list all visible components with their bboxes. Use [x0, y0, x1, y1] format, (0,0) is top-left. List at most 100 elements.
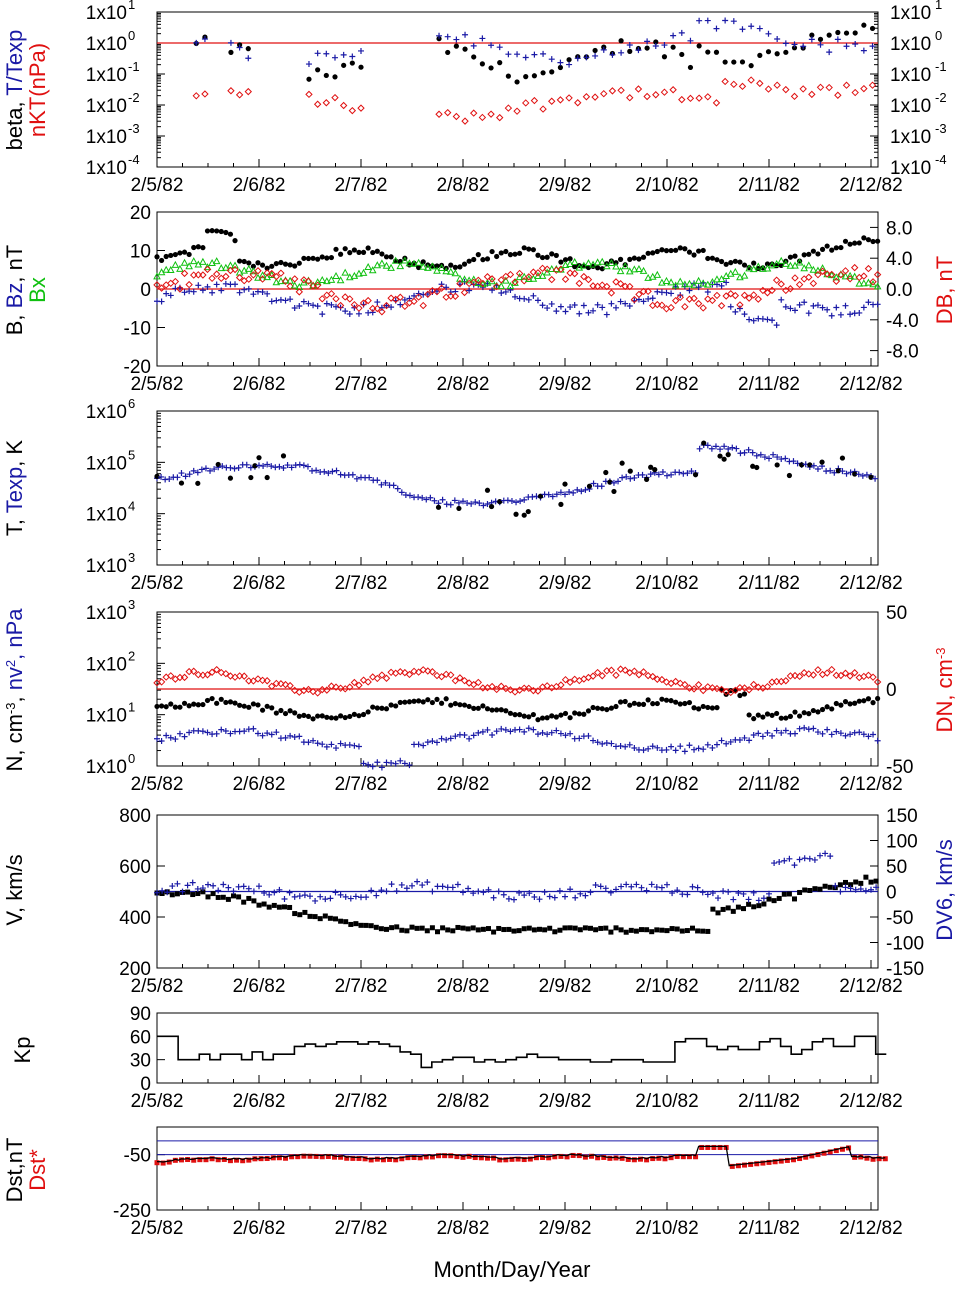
- beta-point: [549, 69, 555, 75]
- texp-point: [782, 455, 789, 462]
- dst-star-point: [283, 1155, 289, 1161]
- bx-point: [658, 278, 666, 286]
- b-magnitude-point: [544, 254, 550, 260]
- dst-star-point: [870, 1156, 876, 1162]
- db-point: [364, 296, 372, 305]
- n-point: [526, 714, 532, 720]
- v-point: [705, 928, 711, 934]
- db-point: [832, 277, 841, 285]
- bz-point: [741, 311, 748, 318]
- db-point: [268, 269, 276, 278]
- db-point: [841, 267, 850, 275]
- nv2-point: [856, 729, 863, 736]
- y2-axis-title-text: DB, nT: [932, 256, 957, 324]
- ttexp-point: [774, 36, 781, 43]
- nkt-point: [357, 104, 365, 112]
- texp-point: [247, 464, 254, 471]
- y-tick-exponent: -3: [128, 121, 140, 136]
- y-axis-title: V, km/s: [2, 854, 27, 925]
- dn-point: [414, 668, 423, 676]
- dn-point: [492, 685, 501, 694]
- bx-point: [272, 278, 281, 286]
- bx-point: [547, 264, 556, 273]
- dn-point: [235, 672, 244, 680]
- y2-tick-exponent: 1: [935, 0, 942, 12]
- b-magnitude-point: [379, 251, 385, 257]
- x-tick-label: 2/7/82: [335, 1218, 388, 1239]
- n-point: [636, 701, 642, 707]
- nkt-point: [574, 99, 582, 107]
- y-tick-label: 1x10: [86, 158, 127, 179]
- dst-star-point: [295, 1154, 301, 1160]
- dn-point: [809, 671, 818, 679]
- bx-point: [621, 262, 630, 270]
- n-point: [484, 706, 491, 712]
- dv6-point: [271, 889, 278, 896]
- n-point: [581, 711, 587, 717]
- v-point: [771, 898, 777, 904]
- n-point: [856, 698, 862, 704]
- v-point: [302, 909, 308, 915]
- nv2-point: [824, 726, 831, 733]
- texp-point: [211, 466, 218, 473]
- db-point: [286, 282, 294, 290]
- y-tick-label: 400: [119, 908, 151, 929]
- db-point: [795, 280, 804, 289]
- v-point: [807, 887, 813, 893]
- nkt-point: [244, 87, 252, 96]
- y-axis-title-part: 2: [3, 660, 18, 667]
- y2-tick-label: 150: [886, 806, 918, 827]
- y2-axis-title: DV6, km/s: [932, 839, 957, 940]
- dst-star-point: [448, 1153, 454, 1159]
- db-point: [694, 299, 703, 308]
- v-point: [598, 925, 604, 931]
- nkt-point: [348, 106, 357, 115]
- b-magnitude-point: [654, 248, 660, 255]
- bz-point: [567, 304, 574, 311]
- dn-point: [782, 677, 790, 685]
- dv6-point: [444, 884, 451, 891]
- bx-point: [355, 269, 363, 277]
- nv2-point: [713, 741, 720, 748]
- bz-point: [209, 289, 216, 296]
- v-point: [450, 928, 456, 934]
- t-point: [819, 459, 825, 465]
- texp-point: [406, 492, 413, 499]
- n-point: [342, 714, 348, 721]
- y-tick-exponent: 6: [128, 396, 135, 411]
- dn-point: [222, 669, 230, 678]
- db-point: [736, 301, 744, 309]
- ttexp-point: [670, 32, 677, 39]
- t-point: [648, 464, 654, 470]
- dn-point: [612, 671, 620, 679]
- ttexp-point: [704, 17, 711, 24]
- dn-point: [502, 684, 510, 693]
- dv6-point: [638, 884, 645, 891]
- y-tick-label: 200: [119, 959, 151, 980]
- n-point: [232, 700, 238, 706]
- n-point: [627, 702, 633, 708]
- texp-point: [712, 443, 719, 450]
- v-point: [404, 928, 410, 934]
- db-point: [263, 269, 271, 277]
- nkt-point: [860, 84, 868, 93]
- nv2-point: [663, 746, 670, 753]
- db-point: [488, 275, 496, 283]
- ttexp-point: [349, 53, 356, 60]
- nv2-point: [782, 727, 789, 734]
- ttexp-point: [314, 50, 321, 57]
- dv6-point: [613, 886, 619, 893]
- b-magnitude-point: [599, 266, 605, 272]
- nkt-point: [504, 104, 513, 112]
- nkt-point: [591, 93, 599, 101]
- beta-point: [471, 54, 477, 60]
- bx-point: [644, 273, 652, 281]
- y2-tick-exponent: -3: [935, 121, 947, 136]
- dn-point: [373, 674, 382, 683]
- db-point: [525, 273, 533, 281]
- nv2-point: [254, 730, 261, 737]
- dn-point: [745, 686, 753, 694]
- y-tick-label: 1x10: [86, 96, 127, 117]
- bz-point: [314, 303, 321, 310]
- y2-tick-label: 0: [886, 680, 897, 701]
